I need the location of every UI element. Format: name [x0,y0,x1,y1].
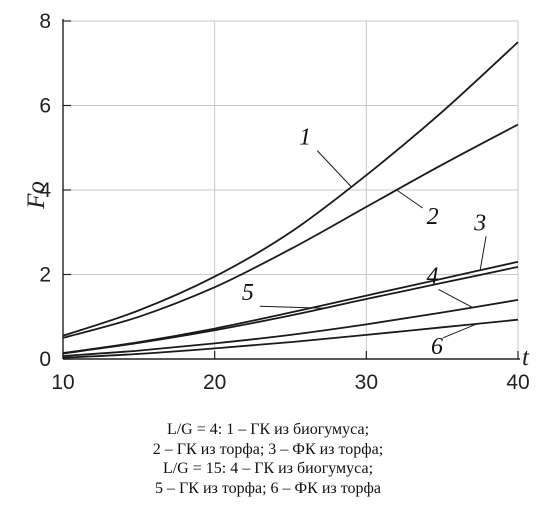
chart: 0246810203040 123456 Fo t [0,0,536,420]
y-tick-label: 2 [39,264,51,287]
caption-line: 2 – ГК из торфа; 3 – ФК из торфа; [0,440,536,460]
series-leader-2 [397,190,423,208]
y-tick-label: 6 [39,95,51,118]
series-line-5 [63,267,518,354]
axes [63,19,520,359]
x-tick-label: 10 [51,371,74,394]
x-tick-label: 30 [355,371,378,394]
series-line-1 [63,42,518,336]
series-line-2 [63,125,518,338]
series-label-3: 3 [473,210,486,236]
caption-line: L/G = 4: 1 – ГК из биогумуса; [0,420,536,440]
figure-caption: L/G = 4: 1 – ГК из биогумуса; 2 – ГК из … [0,420,536,498]
x-axis-label: t [522,344,530,371]
series-label-5: 5 [242,280,254,306]
series-leader-3 [480,236,486,270]
series-leader-1 [317,151,351,187]
series-leader-4 [439,289,473,307]
series-label-2: 2 [427,204,439,230]
x-tick-label: 20 [203,371,226,394]
grid-lines [63,21,518,359]
caption-line: L/G = 15: 4 – ГК из биогумуса; [0,459,536,479]
series-label-6: 6 [431,334,443,360]
series-line-4 [63,300,518,356]
caption-line: 5 – ГК из торфа; 6 – ФК из торфа [0,479,536,499]
y-tick-label: 8 [39,10,51,33]
y-axis-label: Fo [23,181,50,210]
series-label-4: 4 [427,263,439,289]
series-label-1: 1 [299,125,311,151]
x-tick-label: 40 [506,371,529,394]
y-tick-label: 0 [39,348,51,371]
series-lines [63,42,518,358]
